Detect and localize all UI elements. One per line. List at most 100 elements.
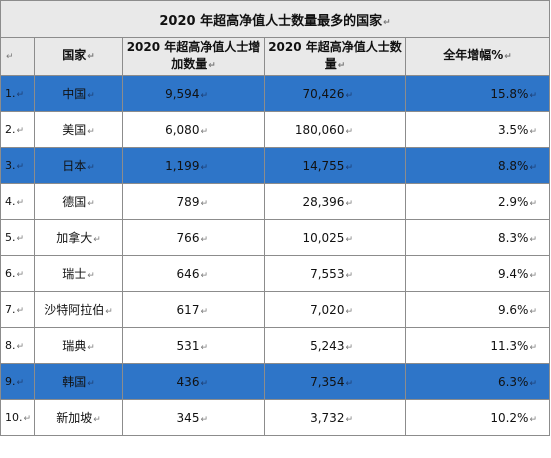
paragraph-mark: ↵ (345, 270, 353, 281)
total-text: 14,755 (302, 158, 345, 173)
growth-cell: 9.6%↵ (405, 291, 550, 328)
header-added: 2020 年超高净值人士增加数量↵ (122, 37, 265, 76)
table-title-row: 2020 年超高净值人士数量最多的国家↵ (0, 0, 550, 38)
country-cell: 瑞士↵ (34, 255, 123, 292)
paragraph-mark: ↵ (345, 198, 353, 209)
growth-text: 6.3% (497, 374, 529, 389)
country-cell: 新加坡↵ (34, 399, 123, 436)
paragraph-mark: ↵ (87, 271, 95, 281)
country-text: 美国 (62, 123, 87, 137)
paragraph-mark: ↵ (529, 306, 537, 317)
growth-text: 8.8% (497, 158, 529, 173)
total-text: 7,354 (310, 374, 345, 389)
paragraph-mark: ↵ (345, 126, 353, 137)
paragraph-mark: ↵ (345, 378, 353, 389)
added-cell: 6,080↵ (122, 111, 265, 148)
paragraph-mark: ↵ (345, 414, 353, 425)
paragraph-mark: ↵ (200, 90, 208, 101)
growth-cell: 8.8%↵ (405, 147, 550, 184)
paragraph-mark: ↵ (87, 199, 95, 209)
total-cell: 10,025↵ (264, 219, 406, 256)
paragraph-mark: ↵ (87, 91, 95, 101)
growth-cell: 10.2%↵ (405, 399, 550, 436)
growth-text: 10.2% (490, 410, 529, 425)
country-text: 日本 (62, 159, 87, 173)
total-cell: 180,060↵ (264, 111, 406, 148)
country-text: 加拿大 (56, 231, 93, 245)
paragraph-mark: ↵ (87, 379, 95, 389)
paragraph-mark: ↵ (87, 163, 95, 173)
header-total-label: 2020 年超高净值人士数量 (268, 39, 402, 71)
table-title-cell: 2020 年超高净值人士数量最多的国家↵ (0, 0, 550, 38)
paragraph-mark: ↵ (529, 378, 537, 389)
total-text: 28,396 (302, 194, 345, 209)
table-row: 3.↵ 日本↵ 1,199↵ 14,755↵ 8.8%↵ (0, 147, 550, 184)
rank-cell: 9.↵ (0, 363, 35, 400)
growth-text: 8.3% (497, 230, 529, 245)
table-row: 7.↵ 沙特阿拉伯↵ 617↵ 7,020↵ 9.6%↵ (0, 291, 550, 328)
rank-text: 7. (5, 303, 16, 316)
growth-cell: 2.9%↵ (405, 183, 550, 220)
country-text: 瑞士 (62, 267, 87, 281)
growth-cell: 6.3%↵ (405, 363, 550, 400)
total-text: 3,732 (310, 410, 345, 425)
added-text: 766 (176, 230, 200, 245)
paragraph-mark: ↵ (383, 17, 391, 28)
total-text: 70,426 (302, 86, 345, 101)
table-row: 5.↵ 加拿大↵ 766↵ 10,025↵ 8.3%↵ (0, 219, 550, 256)
paragraph-mark: ↵ (200, 234, 208, 245)
paragraph-mark: ↵ (200, 198, 208, 209)
rank-cell: 10.↵ (0, 399, 35, 436)
added-text: 345 (176, 410, 200, 425)
table-row: 8.↵ 瑞典↵ 531↵ 5,243↵ 11.3%↵ (0, 327, 550, 364)
table-row: 9.↵ 韩国↵ 436↵ 7,354↵ 6.3%↵ (0, 363, 550, 400)
added-cell: 617↵ (122, 291, 265, 328)
growth-text: 11.3% (490, 338, 529, 353)
country-text: 韩国 (62, 375, 87, 389)
rank-text: 8. (5, 339, 16, 352)
rank-cell: 4.↵ (0, 183, 35, 220)
paragraph-mark: ↵ (529, 342, 537, 353)
growth-text: 9.4% (497, 266, 529, 281)
added-cell: 436↵ (122, 363, 265, 400)
total-cell: 7,553↵ (264, 255, 406, 292)
paragraph-mark: ↵ (105, 307, 113, 317)
paragraph-mark: ↵ (16, 342, 25, 352)
header-country: 国家↵ (34, 37, 123, 76)
header-added-label: 2020 年超高净值人士增加数量 (126, 39, 261, 71)
paragraph-mark: ↵ (200, 126, 208, 137)
paragraph-mark: ↵ (16, 378, 25, 388)
added-cell: 766↵ (122, 219, 265, 256)
paragraph-mark: ↵ (200, 270, 208, 281)
paragraph-mark: ↵ (87, 343, 95, 353)
rank-text: 5. (5, 231, 16, 244)
paragraph-mark: ↵ (200, 342, 208, 353)
paragraph-mark: ↵ (16, 126, 25, 136)
rank-cell: 3.↵ (0, 147, 35, 184)
growth-text: 2.9% (497, 194, 529, 209)
table-row: 1.↵ 中国↵ 9,594↵ 70,426↵ 15.8%↵ (0, 75, 550, 112)
added-cell: 9,594↵ (122, 75, 265, 112)
header-growth: 全年增幅%↵ (405, 37, 550, 76)
paragraph-mark: ↵ (529, 270, 537, 281)
added-text: 436 (176, 374, 200, 389)
paragraph-mark: ↵ (345, 90, 353, 101)
country-text: 沙特阿拉伯 (44, 303, 105, 317)
paragraph-mark: ↵ (23, 414, 32, 424)
paragraph-mark: ↵ (93, 235, 101, 245)
paragraph-mark: ↵ (208, 60, 216, 71)
growth-text: 15.8% (490, 86, 529, 101)
added-text: 9,594 (165, 86, 200, 101)
table-row: 6.↵ 瑞士↵ 646↵ 7,553↵ 9.4%↵ (0, 255, 550, 292)
rank-cell: 1.↵ (0, 75, 35, 112)
rank-cell: 8.↵ (0, 327, 35, 364)
country-cell: 日本↵ (34, 147, 123, 184)
table-row: 10.↵ 新加坡↵ 345↵ 3,732↵ 10.2%↵ (0, 399, 550, 436)
country-cell: 德国↵ (34, 183, 123, 220)
paragraph-mark: ↵ (16, 198, 25, 208)
added-cell: 789↵ (122, 183, 265, 220)
country-cell: 美国↵ (34, 111, 123, 148)
paragraph-mark: ↵ (529, 90, 537, 101)
header-total: 2020 年超高净值人士数量↵ (264, 37, 406, 76)
rank-text: 3. (5, 159, 16, 172)
